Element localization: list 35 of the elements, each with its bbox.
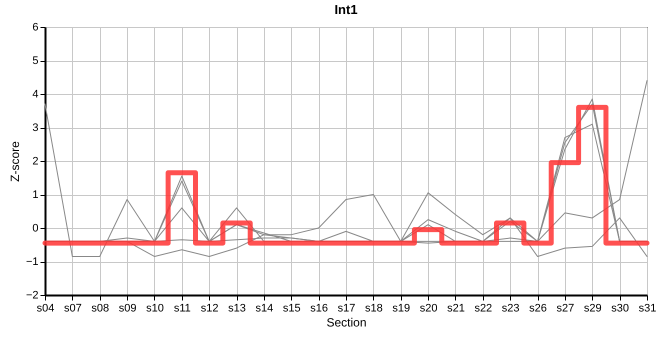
x-tick-label: s20 [420, 302, 438, 314]
x-tick-label: s16 [310, 302, 328, 314]
x-tick-label: s27 [556, 302, 574, 314]
x-tick-label: s13 [228, 302, 246, 314]
x-tick-label: s31 [638, 302, 656, 314]
x-tick-label: s10 [146, 302, 164, 314]
y-tick-label: 4 [32, 88, 38, 100]
x-tick-label: s30 [611, 302, 630, 314]
x-tick-label: s23 [502, 302, 520, 314]
x-tick-label: s19 [392, 302, 410, 314]
x-tick-label: s12 [200, 302, 219, 314]
y-tick-label: 2 [32, 156, 38, 168]
x-tick-label: s17 [338, 302, 356, 314]
y-axis-title: Z-score [8, 140, 22, 182]
y-tick-label: −2 [26, 290, 38, 302]
chart-title: Int1 [334, 2, 358, 17]
x-tick-label: s21 [447, 302, 465, 314]
y-tick-label: −1 [26, 256, 38, 268]
x-tick-label: s04 [36, 302, 54, 314]
x-tick-label: s22 [474, 302, 492, 314]
x-tick-label: s11 [174, 302, 191, 314]
x-tick-label: s15 [282, 302, 301, 314]
x-tick-label: s18 [364, 302, 383, 314]
x-tick-label: s09 [118, 302, 136, 314]
x-tick-label: s26 [529, 302, 547, 314]
x-tick-label: s07 [64, 302, 82, 314]
x-tick-label: s08 [91, 302, 110, 314]
y-tick-label: 3 [32, 122, 38, 134]
x-tick-label: s29 [584, 302, 602, 314]
x-axis-title: Section [326, 316, 367, 330]
x-tick-label: s14 [256, 302, 274, 314]
y-tick-label: 5 [32, 55, 38, 67]
y-tick-label: 0 [32, 222, 38, 234]
y-tick-label: 6 [32, 22, 38, 34]
y-tick-label: 1 [32, 189, 38, 201]
